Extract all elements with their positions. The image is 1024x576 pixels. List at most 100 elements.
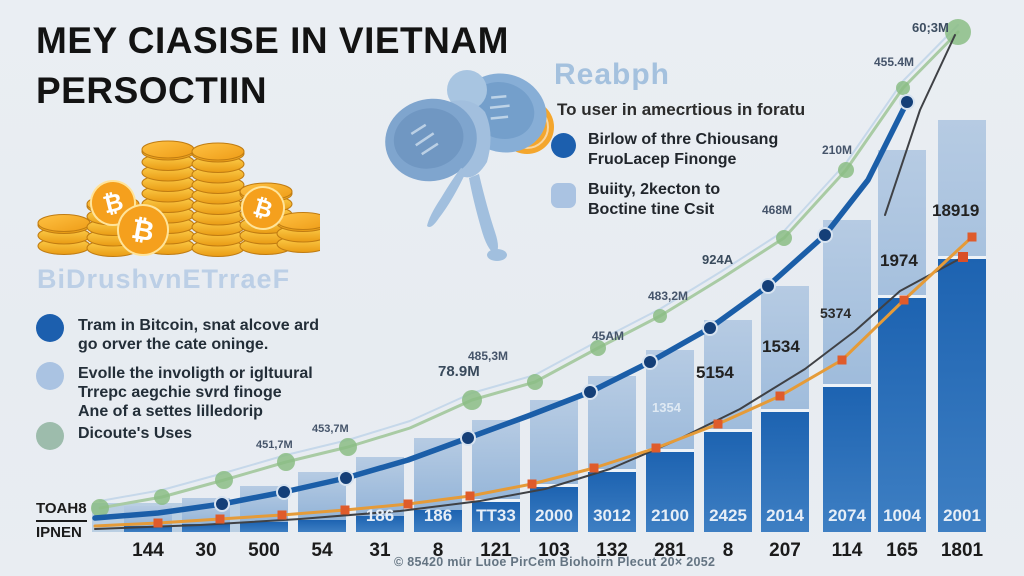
chart-label: 483,2M (648, 289, 688, 303)
chart-label: 186 (366, 506, 394, 525)
bar-dark (182, 524, 230, 532)
green-line-dot (215, 471, 233, 489)
chart-label: 1004 (883, 506, 921, 525)
left-legend-heading: BiDrushvnETrraeF (37, 264, 291, 294)
chart-label: 8 (723, 540, 734, 561)
legend-label: Birlow of thre Chiousang (588, 131, 779, 148)
blue-disc-left (385, 98, 477, 182)
orange-line-marker (340, 505, 350, 515)
orange-line-marker (837, 355, 847, 365)
gold-coins-graphic: ₿₿₿ (37, 140, 320, 257)
legend-item: Buiity, 2kecton to Boctine tine Csit (551, 180, 720, 220)
figure-foot (487, 249, 507, 261)
chart-label: 132 (596, 540, 628, 561)
blue-line-dot (702, 320, 718, 336)
blue-line-dot (338, 470, 354, 486)
bar-dark (761, 412, 809, 532)
chart-label: 2074 (828, 506, 866, 525)
chart-label: TT33 (476, 506, 516, 525)
bar-dark (414, 510, 462, 532)
title-line-2: PERSOCTIIN (36, 70, 268, 111)
bar-dark (298, 520, 346, 532)
orange-line-marker (215, 514, 225, 524)
orange-line-marker (775, 391, 785, 401)
green-line-dot (462, 390, 482, 410)
legend-marker-dark-blue (36, 314, 64, 342)
chart-label: 1801 (941, 540, 984, 561)
blue-line-dot (642, 354, 658, 370)
right-legend-subtitle: To user in amecrtious in foratu (557, 100, 806, 119)
bar-gap (588, 469, 636, 472)
legend-marker-light-blue (36, 362, 64, 390)
bar-dark (938, 259, 986, 532)
bar-gap (646, 449, 694, 452)
orange-line-marker (713, 419, 723, 429)
chart-label: 114 (832, 540, 863, 561)
legend-item: Tram in Bitcoin, snat alcove ard go orve… (36, 314, 319, 354)
chart-label: 8 (433, 540, 444, 561)
chart-label: 1534 (762, 337, 800, 356)
green-line-dot (91, 499, 109, 517)
bar-dark (240, 522, 288, 532)
legend-label: Buiity, 2kecton to (588, 181, 721, 198)
legend-marker-dark-blue (551, 133, 576, 158)
green-line-dot (277, 453, 295, 471)
legend-label: Evolle the involigth or igltuural (78, 365, 313, 382)
coin-top (191, 142, 245, 161)
orange-line-marker (651, 443, 661, 453)
blue-line-dot (460, 430, 476, 446)
orange-line-marker (403, 499, 413, 509)
gray-line (94, 256, 964, 530)
bitcoin-coin-face: ₿ (117, 204, 169, 256)
chart-label: 31 (369, 540, 391, 561)
chart-label: 924A (702, 252, 734, 267)
figure-head (447, 70, 487, 110)
gray-line-marker (958, 252, 968, 262)
bar-dark (124, 526, 172, 532)
green-line-dot (945, 19, 971, 45)
green-line-dot (339, 438, 357, 456)
green-line-dot (896, 81, 910, 95)
green-line-dot (776, 230, 792, 246)
blue-line-dot (214, 496, 230, 512)
chart-label: 2100 (651, 506, 689, 525)
chart-label: 18919 (932, 201, 979, 220)
bitcoin-coin-face: ₿ (241, 186, 285, 230)
green-line-dot (154, 489, 170, 505)
green-line-dot (838, 162, 854, 178)
chart-label: 451,7M (256, 439, 293, 451)
bar-dark (356, 516, 404, 532)
page-title: MEY CIASISE IN VIETNAM PERSOCTIIN (36, 16, 509, 116)
bar-gap (761, 409, 809, 412)
blue-line-dot (582, 384, 598, 400)
corner-line-1: TOAH8 (36, 498, 87, 522)
green-line-dot (653, 309, 667, 323)
chart-label: 2014 (766, 506, 804, 525)
chart-label: 1354 (652, 400, 682, 415)
chart-label: 453,7M (312, 423, 349, 435)
chart-label: 30 (195, 540, 216, 561)
legend-item: Evolle the involigth or igltuural Trrepc… (36, 362, 313, 421)
bar-gap (823, 384, 871, 387)
bar-dark (823, 387, 871, 532)
bar-gap (704, 429, 752, 432)
legend-label: Trrepc aegchie svrd finoge (78, 384, 282, 401)
title-line-1: MEY CIASISE IN VIETNAM (36, 20, 509, 61)
chart-label: 5154 (696, 363, 734, 382)
bar-dark (588, 472, 636, 532)
chart-label: 485,3M (468, 349, 508, 363)
bar-dark (878, 298, 926, 532)
blue-line-dot (899, 94, 915, 110)
chart-label: 186 (424, 506, 452, 525)
corner-line-2: IPNEN (36, 524, 82, 541)
chart-label: 281 (654, 540, 686, 561)
chart-label: 210M (822, 143, 852, 157)
chart-label: 207 (769, 540, 801, 561)
legend-marker-light-blue (551, 183, 576, 208)
chart-label: 1974 (880, 251, 918, 270)
green-line-dot (590, 340, 606, 356)
chart-label: 121 (480, 540, 512, 561)
bar-dark (530, 487, 578, 532)
orange-line-marker (153, 518, 163, 528)
